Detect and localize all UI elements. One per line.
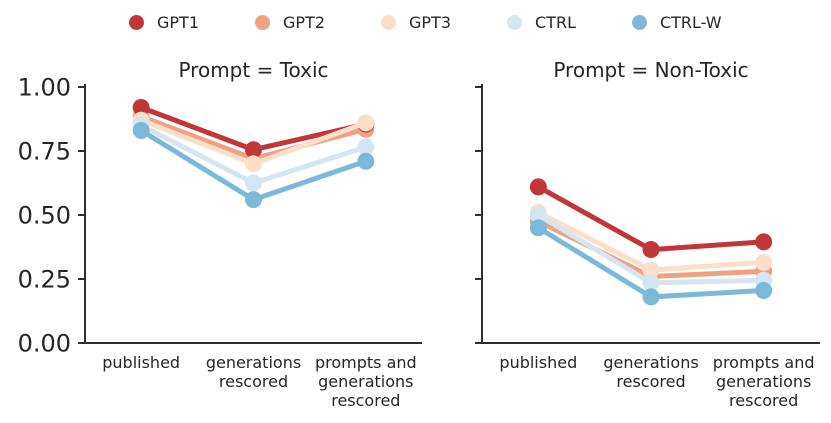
x-tick-label-line: prompts and: [713, 353, 815, 372]
series-point-gpt3-2: [755, 253, 773, 271]
legend: GPT1 GPT2 GPT3 CTRL CTRL-W: [129, 13, 722, 32]
y-tick-label: 0.00: [18, 330, 71, 358]
x-tick-label-line: rescored: [616, 372, 685, 391]
legend-label-gpt1: GPT1: [157, 13, 199, 32]
y-tick-label: 0.50: [18, 202, 71, 230]
legend-marker-gpt3-icon: [381, 15, 396, 30]
x-tick-label: published: [102, 353, 180, 372]
legend-marker-ctrl-icon: [507, 15, 522, 30]
x-tick-label-line: generations: [206, 353, 301, 372]
series-point-gpt1-1: [245, 141, 262, 159]
subplot-title: Prompt = Non-Toxic: [553, 58, 748, 82]
series-point-ctrl-w-0: [132, 122, 150, 140]
legend-item-gpt2: GPT2: [255, 13, 325, 32]
series-point-ctrl-w-2: [357, 152, 375, 170]
x-tick-label: prompts and generations rescored: [315, 353, 417, 410]
legend-marker-gpt2-icon: [255, 15, 270, 30]
series-point-ctrl-1: [245, 174, 262, 192]
x-tick-label-line: generations: [603, 353, 698, 372]
series-point-gpt1-2: [755, 233, 773, 251]
legend-marker-ctrl-w-icon: [631, 15, 647, 30]
series-point-ctrl-0: [529, 206, 547, 224]
x-tick-label: generations rescored: [603, 353, 698, 391]
legend-item-ctrl: CTRL: [507, 13, 576, 32]
legend-item-ctrl-w: CTRL-W: [631, 13, 722, 32]
y-tick-label: 0.25: [18, 266, 71, 294]
x-tick-label-line: rescored: [331, 391, 400, 410]
subplot-title: Prompt = Toxic: [178, 58, 328, 82]
x-tick-label-line: published: [102, 353, 180, 372]
x-tick-label: prompts and generations rescored: [713, 353, 815, 410]
series-point-gpt1-0: [529, 178, 547, 196]
x-tick-label-line: generations: [716, 372, 811, 391]
series-point-gpt3-1: [245, 155, 262, 173]
series-point-gpt3-1: [642, 261, 660, 279]
series-point-gpt1-0: [132, 98, 150, 116]
y-tick-label: 0.75: [18, 138, 71, 166]
legend-label-gpt3: GPT3: [409, 13, 451, 32]
x-tick-label: published: [499, 353, 577, 372]
series-point-ctrl-w-1: [245, 191, 262, 209]
x-tick-label-line: rescored: [729, 391, 798, 410]
series-point-ctrl-1: [642, 274, 660, 292]
series-point-ctrl-w-2: [755, 282, 773, 300]
legend-label-ctrl-w: CTRL-W: [659, 13, 722, 32]
legend-label-ctrl: CTRL: [535, 13, 576, 32]
y-tick-label: 1.00: [18, 74, 71, 102]
x-tick-label-line: published: [499, 353, 577, 372]
legend-item-gpt3: GPT3: [381, 13, 451, 32]
x-tick-label-line: prompts and: [315, 353, 417, 372]
legend-label-gpt2: GPT2: [283, 13, 325, 32]
legend-item-gpt1: GPT1: [129, 13, 199, 32]
series-point-gpt3-2: [357, 114, 375, 132]
legend-marker-gpt1-icon: [129, 15, 144, 30]
x-tick-label: generations rescored: [206, 353, 301, 391]
x-tick-label-line: generations: [318, 372, 413, 391]
series-point-ctrl-w-0: [529, 219, 547, 237]
x-tick-label-line: rescored: [219, 372, 288, 391]
series-point-ctrl-w-1: [642, 288, 660, 306]
series-point-ctrl-2: [357, 138, 375, 156]
series-point-gpt1-1: [642, 241, 660, 259]
